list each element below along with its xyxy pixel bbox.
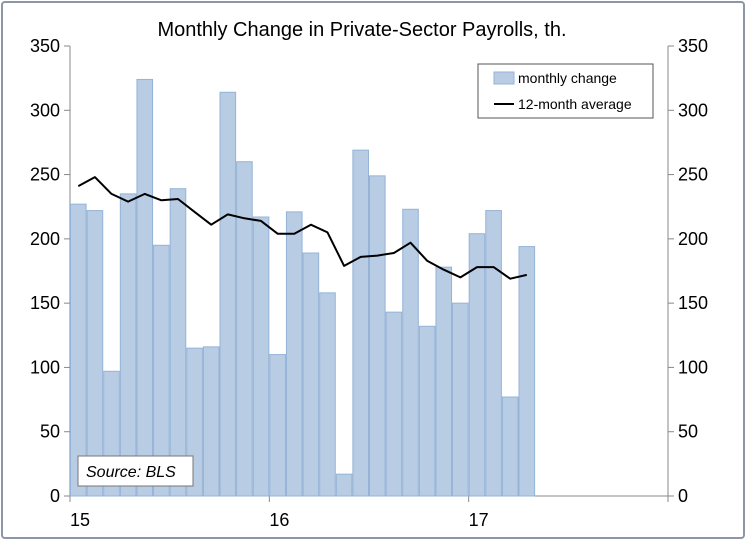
bar	[70, 203, 87, 497]
bar	[119, 193, 137, 497]
x-tick-label: 15	[70, 510, 90, 530]
x-tick-label: 17	[469, 510, 489, 530]
bar	[302, 252, 320, 497]
bar	[236, 161, 253, 497]
bar	[269, 354, 286, 497]
y-tick-label-left: 50	[40, 422, 60, 442]
bar	[136, 78, 154, 497]
y-tick-label-right: 250	[678, 165, 708, 185]
bar	[252, 216, 270, 497]
bar	[202, 346, 220, 497]
bar	[501, 396, 519, 497]
legend-label-monthly-change: monthly change	[518, 70, 617, 86]
y-tick-label-right: 200	[678, 229, 708, 249]
bar	[402, 208, 419, 497]
bar	[352, 149, 369, 497]
source-box	[77, 455, 194, 487]
y-tick-label-right: 0	[678, 486, 688, 506]
y-tick-label-left: 300	[30, 100, 60, 120]
average-line	[77, 176, 528, 280]
bar	[319, 292, 336, 497]
bar	[435, 266, 453, 497]
bar	[468, 233, 486, 497]
bar	[518, 246, 536, 497]
bar	[86, 210, 104, 497]
plot-area: 0 0 50 50 100 100 150 150 200 200 250 250 300 300 350 3…	[30, 36, 708, 530]
y-tick-label-left: 100	[30, 357, 60, 377]
bar	[418, 325, 436, 497]
y-tick-label-left: 350	[30, 36, 60, 56]
y-tick-label-left: 200	[30, 229, 60, 249]
y-tick-label-right: 50	[678, 422, 698, 442]
bar	[285, 211, 303, 497]
chart-title: Monthly Change in Private-Sector Payroll…	[157, 19, 566, 41]
y-tick-label-right: 350	[678, 36, 708, 56]
y-tick-label-left: 150	[30, 293, 60, 313]
bar	[385, 311, 403, 497]
bar	[169, 188, 187, 497]
bar	[153, 244, 170, 497]
bar	[452, 302, 469, 497]
source-label: Source: BLS	[86, 464, 176, 481]
bar	[485, 210, 502, 497]
bar	[369, 175, 386, 497]
y-tick-label-left: 250	[30, 165, 60, 185]
y-tick-label-right: 300	[678, 100, 708, 120]
y-tick-label-right: 100	[678, 357, 708, 377]
bar	[335, 473, 353, 497]
y-tick-label-right: 150	[678, 293, 708, 313]
legend: monthly change 12-month average	[477, 63, 654, 119]
source-note: Source: BLS	[77, 455, 194, 487]
x-tick-label: 16	[269, 510, 289, 530]
y-tick-label-left: 0	[50, 486, 60, 506]
bar	[219, 91, 237, 497]
legend-bar-swatch	[493, 71, 515, 85]
legend-label-12-month-average: 12-month average	[518, 96, 632, 112]
